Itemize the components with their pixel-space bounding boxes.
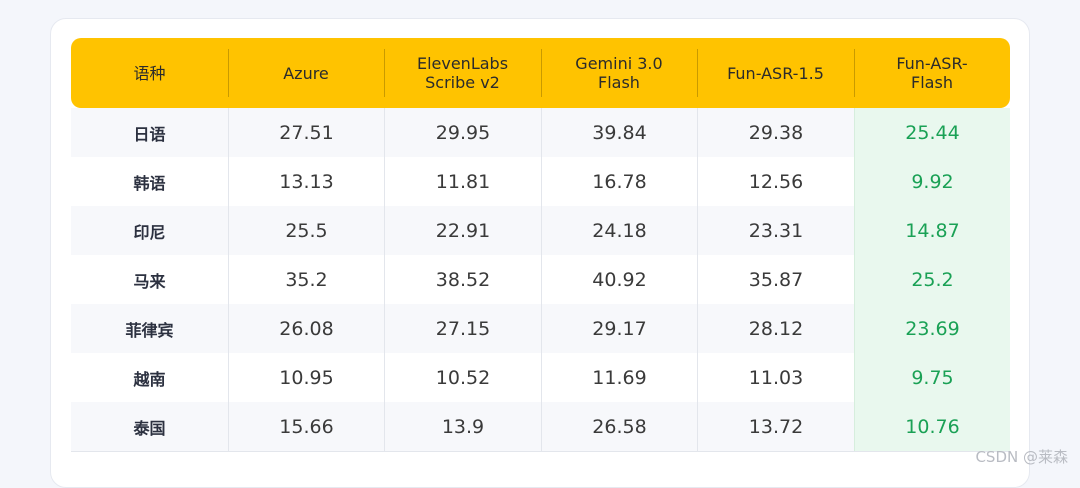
cell-gemini: 26.58 [541,402,697,451]
cell-elevenlabs: 11.81 [384,157,541,206]
cell-funasr-flash: 10.76 [854,402,1010,451]
cell-funasr-flash: 25.2 [854,255,1010,304]
cell-azure: 27.51 [228,108,384,157]
table-row: 马来 35.2 38.52 40.92 35.87 25.2 [71,255,1010,304]
table-row: 菲律宾 26.08 27.15 29.17 28.12 23.69 [71,304,1010,353]
cell-elevenlabs: 10.52 [384,353,541,402]
cell-language: 菲律宾 [125,320,174,340]
cell-funasr-1-5: 29.38 [697,108,854,157]
cell-gemini: 11.69 [541,353,697,402]
table-row: 越南 10.95 10.52 11.69 11.03 9.75 [71,353,1010,402]
cell-funasr-flash: 9.92 [854,157,1010,206]
cell-gemini: 40.92 [541,255,697,304]
table-header-row: 语种 Azure ElevenLabs Scribe v2 Gemini 3.0… [71,38,1010,108]
header-cell-funasr-1-5: Fun-ASR-1.5 [697,38,854,108]
cell-elevenlabs: 27.15 [384,304,541,353]
cell-azure: 10.95 [228,353,384,402]
header-cell-language: 语种 [133,63,166,83]
cell-language: 日语 [133,124,166,144]
cell-funasr-flash: 23.69 [854,304,1010,353]
cell-gemini: 16.78 [541,157,697,206]
cell-language: 印尼 [133,222,166,242]
cell-funasr-1-5: 35.87 [697,255,854,304]
cell-elevenlabs: 29.95 [384,108,541,157]
cell-elevenlabs: 13.9 [384,402,541,451]
cell-azure: 13.13 [228,157,384,206]
cell-funasr-1-5: 13.72 [697,402,854,451]
table-row: 泰国 15.66 13.9 26.58 13.72 10.76 [71,402,1010,451]
table-row: 日语 27.51 29.95 39.84 29.38 25.44 [71,108,1010,157]
cell-azure: 26.08 [228,304,384,353]
cell-elevenlabs: 22.91 [384,206,541,255]
table-body: 日语 27.51 29.95 39.84 29.38 25.44 韩语 13.1… [71,108,1010,452]
cell-language: 马来 [133,271,166,291]
cell-funasr-flash: 25.44 [854,108,1010,157]
header-cell-gemini: Gemini 3.0 Flash [541,38,697,108]
cell-funasr-1-5: 11.03 [697,353,854,402]
cell-gemini: 24.18 [541,206,697,255]
cell-language: 越南 [133,369,166,389]
table-row: 印尼 25.5 22.91 24.18 23.31 14.87 [71,206,1010,255]
table-row: 韩语 13.13 11.81 16.78 12.56 9.92 [71,157,1010,206]
cell-elevenlabs: 38.52 [384,255,541,304]
cell-azure: 15.66 [228,402,384,451]
cell-gemini: 39.84 [541,108,697,157]
cell-funasr-flash: 14.87 [854,206,1010,255]
cell-funasr-1-5: 12.56 [697,157,854,206]
cell-funasr-1-5: 23.31 [697,206,854,255]
header-cell-azure: Azure [228,38,384,108]
cell-language: 韩语 [133,173,166,193]
comparison-table: 语种 Azure ElevenLabs Scribe v2 Gemini 3.0… [71,38,1010,452]
watermark: CSDN @莱森 [975,448,1068,466]
cell-funasr-flash: 9.75 [854,353,1010,402]
cell-funasr-1-5: 28.12 [697,304,854,353]
cell-azure: 35.2 [228,255,384,304]
cell-gemini: 29.17 [541,304,697,353]
cell-language: 泰国 [133,418,166,438]
header-cell-elevenlabs: ElevenLabs Scribe v2 [384,38,541,108]
header-cell-funasr-flash: Fun-ASR- Flash [854,38,1010,108]
cell-azure: 25.5 [228,206,384,255]
